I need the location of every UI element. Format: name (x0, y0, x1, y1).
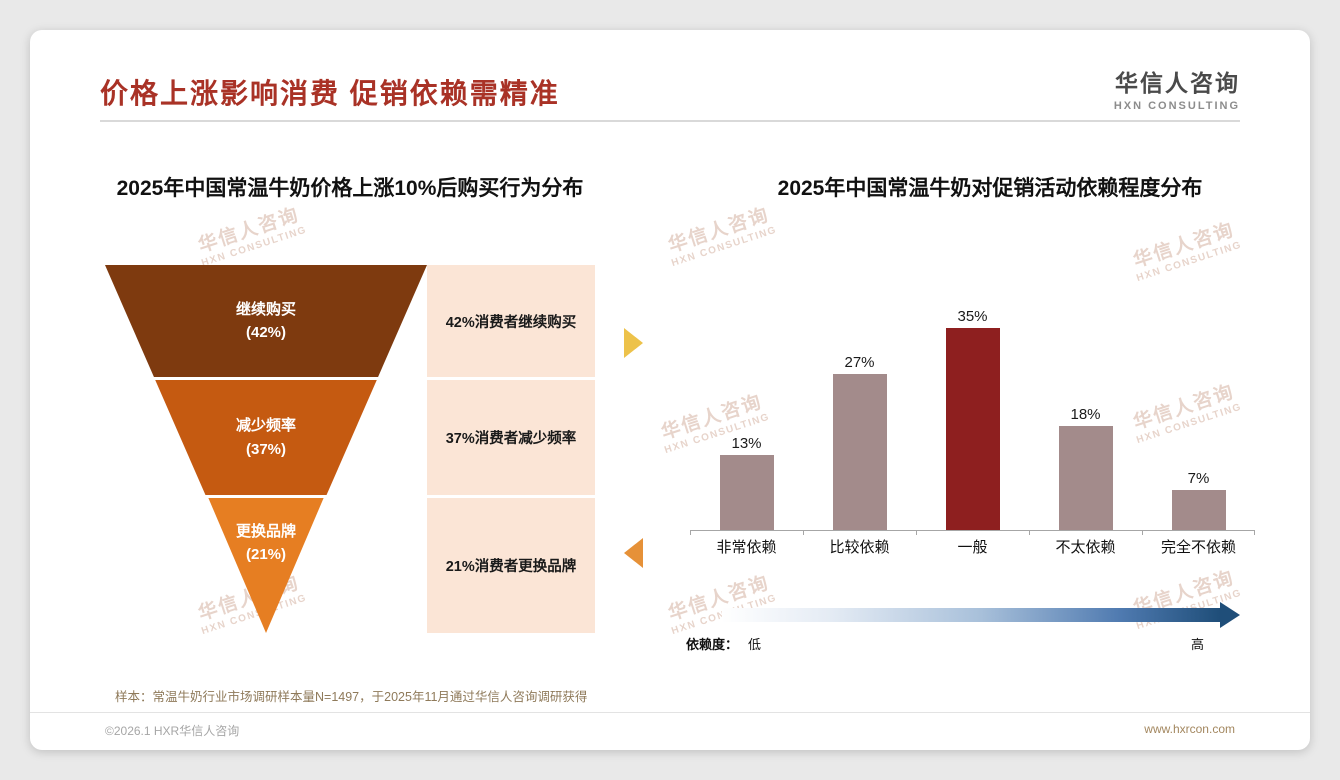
bar (1171, 490, 1226, 530)
logo-cn-text: 华信人咨询 (1115, 70, 1240, 96)
footer-divider (30, 712, 1310, 713)
slide-content: 价格上涨影响消费 促销依赖需精准 华信人咨询 HXN CONSULTING 20… (30, 30, 1310, 750)
axis-tick (803, 530, 804, 535)
axis-tick (916, 530, 917, 535)
funnel-chart-title: 2025年中国常温牛奶价格上涨10%后购买行为分布 (116, 177, 584, 200)
bar-chart-plot-area: 13% 27% 35% 18% 7% (690, 298, 1255, 535)
bar-value-label: 13% (731, 435, 762, 452)
bar (832, 374, 887, 530)
axis-tick (1254, 530, 1255, 535)
company-logo: 华信人咨询 HXN CONSULTING (1114, 64, 1240, 112)
slide-card: 华信人咨询 HXN CONSULTING 华信人咨询 HXN CONSULTING 华信… (30, 30, 1310, 750)
funnel-stage-2: 减少频率 (37%) (155, 380, 377, 495)
bar-column-3: 35% (916, 298, 1029, 530)
funnel-stage-1: 继续购买 (42%) (105, 265, 427, 377)
bar-category-label: 一般 (957, 539, 988, 556)
dependency-gradient-arrow (722, 602, 1242, 628)
funnel-annotation-2: 37%消费者减少频率 (427, 380, 595, 495)
axis-tick (690, 530, 691, 535)
funnel-stage-3-pct: (21%) (245, 546, 286, 564)
funnel-stage-3-label: 更换品牌 (235, 523, 296, 540)
page-title: 价格上涨影响消费 促销依赖需精准 (100, 78, 560, 109)
funnel-annotation-panel: 42%消费者继续购买 37%消费者减少频率 21%消费者更换品牌 (427, 265, 595, 633)
bar-column-1: 13% (690, 298, 803, 530)
logo-en-text: HXN CONSULTING (1113, 100, 1240, 112)
dependency-axis-labels: 依赖度： 低 高 (686, 634, 1246, 652)
axis-tick (1029, 530, 1030, 535)
bar (1058, 426, 1113, 530)
funnel-stage-3: 更换品牌 (21%) (208, 498, 324, 633)
dependency-axis-title: 依赖度： (686, 637, 739, 652)
footer-website: www.hxrcon.com (1144, 722, 1235, 736)
bar-value-label: 18% (1070, 406, 1101, 423)
bar-category-label: 不太依赖 (1055, 539, 1116, 556)
arrow-right-icon (624, 328, 643, 358)
bar-column-4: 18% (1029, 298, 1142, 530)
bar-category-label: 完全不依赖 (1160, 539, 1236, 556)
bar (719, 455, 774, 530)
bar-column-5: 7% (1142, 298, 1255, 530)
funnel-stage-1-label: 继续购买 (235, 300, 296, 318)
bar-chart-category-row: 非常依赖 比较依赖 一般 不太依赖 完全不依赖 (690, 536, 1255, 557)
bar-value-label: 27% (844, 354, 875, 371)
footer-copyright: ©2026.1 HXR华信人咨询 (105, 724, 240, 738)
dependency-axis-low: 低 (748, 637, 762, 652)
bar-value-label: 7% (1187, 470, 1210, 487)
arrow-left-icon (624, 538, 643, 568)
bar-column-2: 27% (803, 298, 916, 530)
funnel-stage-2-pct: (37%) (245, 440, 286, 458)
bar-chart-title: 2025年中国常温牛奶对促销活动依赖程度分布 (777, 177, 1203, 200)
gradient-arrow-head-icon (1220, 602, 1240, 628)
funnel-stage-1-pct: (42%) (245, 324, 286, 341)
funnel-annotation-3: 21%消费者更换品牌 (427, 498, 595, 633)
funnel-annotation-1: 42%消费者继续购买 (427, 265, 595, 377)
axis-tick (1142, 530, 1143, 535)
bar-value-label: 35% (957, 308, 988, 325)
sample-note: 样本：常温牛奶行业市场调研样本量N=1497，于2025年11月通过华信人咨询调… (115, 690, 588, 704)
bar (945, 328, 1000, 530)
funnel-stage-2-label: 减少频率 (235, 417, 296, 435)
dependency-axis-high: 高 (1190, 637, 1204, 652)
gradient-arrow-shaft (722, 608, 1220, 622)
bar-category-label: 比较依赖 (829, 539, 890, 556)
funnel-chart: 继续购买 (42%) 减少频率 (37%) 更换品牌 (21%) (105, 265, 427, 633)
title-divider (100, 120, 1240, 122)
bar-category-label: 非常依赖 (716, 539, 777, 556)
